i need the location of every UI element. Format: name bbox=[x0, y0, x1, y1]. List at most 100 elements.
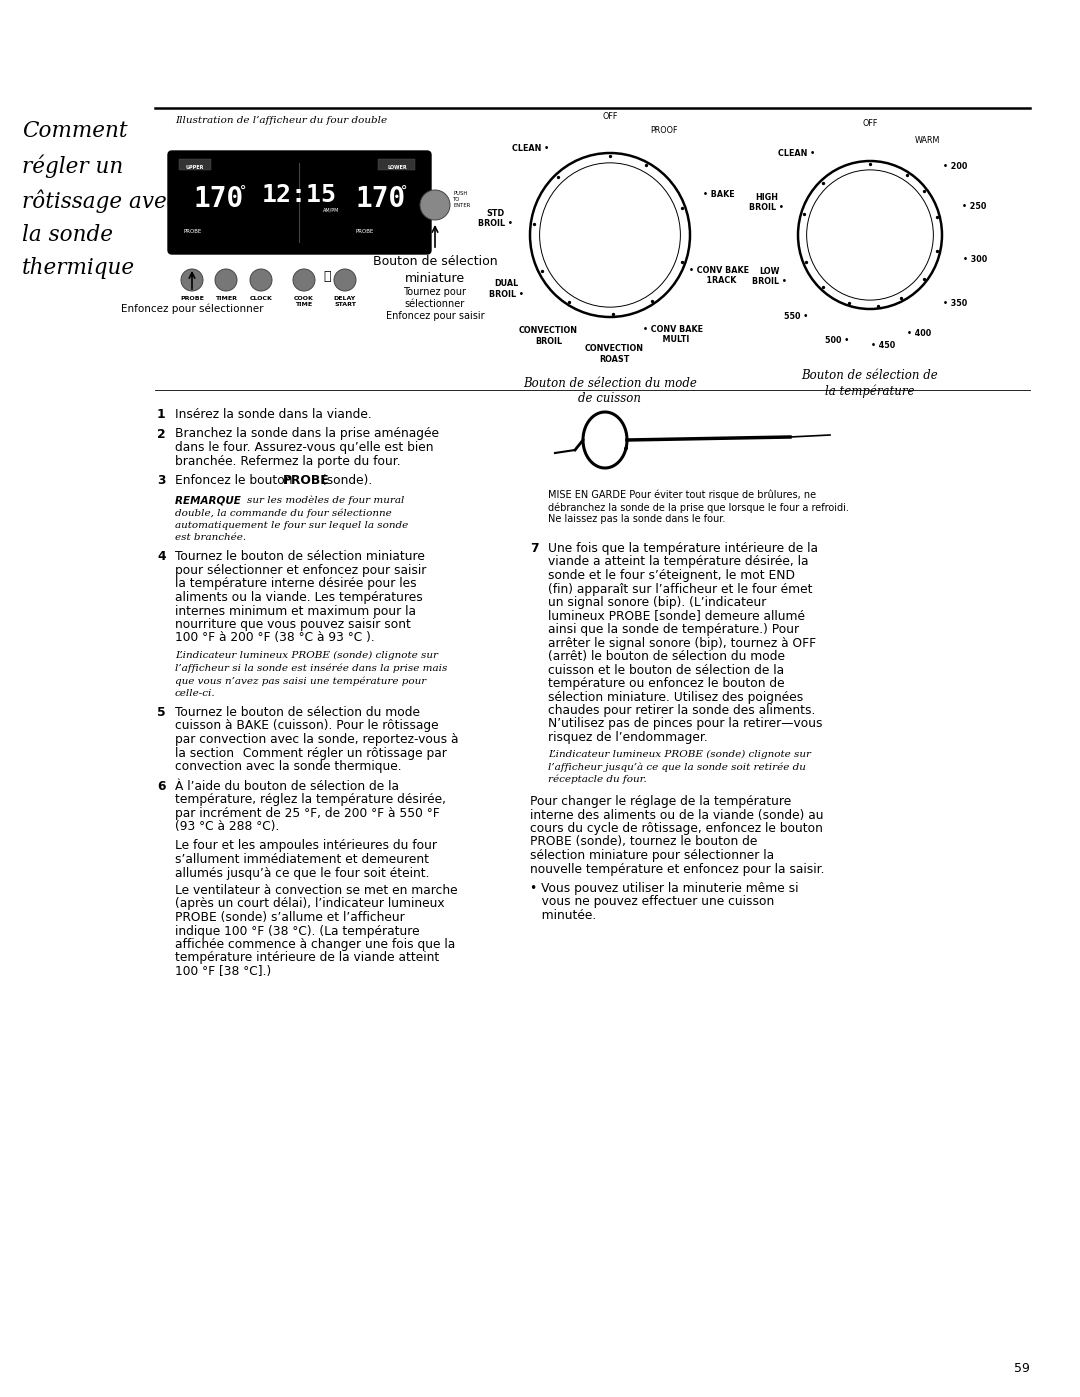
Text: un signal sonore (bip). (L’indicateur: un signal sonore (bip). (L’indicateur bbox=[548, 597, 767, 609]
Text: CLEAN •: CLEAN • bbox=[512, 144, 550, 152]
Text: AM/PM: AM/PM bbox=[323, 207, 339, 212]
Text: STD
BROIL •: STD BROIL • bbox=[477, 208, 513, 228]
Text: s’allument immédiatement et demeurent: s’allument immédiatement et demeurent bbox=[175, 854, 429, 866]
Text: vous ne pouvez effectuer une cuisson: vous ne pouvez effectuer une cuisson bbox=[530, 895, 774, 908]
Text: TIMER: TIMER bbox=[215, 296, 237, 300]
Text: arrêter le signal sonore (bip), tournez à OFF: arrêter le signal sonore (bip), tournez … bbox=[548, 637, 816, 650]
Text: L’indicateur lumineux PROBE (sonde) clignote sur: L’indicateur lumineux PROBE (sonde) clig… bbox=[548, 750, 811, 759]
Text: interne des aliments ou de la viande (sonde) au: interne des aliments ou de la viande (so… bbox=[530, 809, 824, 821]
Text: • 300: • 300 bbox=[963, 256, 987, 264]
Text: PROBE (sonde) s’allume et l’afficheur: PROBE (sonde) s’allume et l’afficheur bbox=[175, 911, 405, 923]
Text: 59: 59 bbox=[1014, 1362, 1030, 1375]
Text: • 250: • 250 bbox=[962, 201, 986, 211]
Text: (après un court délai), l’indicateur lumineux: (après un court délai), l’indicateur lum… bbox=[175, 897, 445, 911]
Text: 3: 3 bbox=[157, 474, 165, 488]
Text: CLOCK: CLOCK bbox=[249, 296, 272, 300]
Text: PROBE: PROBE bbox=[355, 229, 374, 235]
Text: • CONV BAKE
  1RACK: • CONV BAKE 1RACK bbox=[689, 265, 750, 285]
Text: viande a atteint la température désirée, la: viande a atteint la température désirée,… bbox=[548, 556, 809, 569]
Ellipse shape bbox=[530, 154, 690, 317]
Text: PROBE: PROBE bbox=[180, 296, 204, 300]
Text: Le four et les ampoules intérieures du four: Le four et les ampoules intérieures du f… bbox=[175, 840, 437, 852]
Text: par convection avec la sonde, reportez-vous à: par convection avec la sonde, reportez-v… bbox=[175, 733, 459, 746]
Text: réceptacle du four.: réceptacle du four. bbox=[548, 774, 647, 784]
Text: minutée.: minutée. bbox=[530, 909, 596, 922]
Text: Enfoncez pour saisir: Enfoncez pour saisir bbox=[386, 312, 484, 321]
Text: 550 •: 550 • bbox=[784, 312, 809, 321]
Text: 100 °F [38 °C].): 100 °F [38 °C].) bbox=[175, 965, 271, 978]
Text: (93 °C à 288 °C).: (93 °C à 288 °C). bbox=[175, 820, 280, 833]
Text: 5: 5 bbox=[157, 705, 165, 719]
Text: cuisson à BAKE (cuisson). Pour le rôtissage: cuisson à BAKE (cuisson). Pour le rôtiss… bbox=[175, 719, 438, 732]
Text: indique 100 °F (38 °C). (La température: indique 100 °F (38 °C). (La température bbox=[175, 925, 420, 937]
Text: Enfoncez le bouton: Enfoncez le bouton bbox=[175, 474, 296, 488]
Text: Branchez la sonde dans la prise aménagée: Branchez la sonde dans la prise aménagée bbox=[175, 427, 438, 440]
Text: 12:15: 12:15 bbox=[261, 183, 337, 207]
Text: (sonde).: (sonde). bbox=[318, 474, 373, 488]
Text: ainsi que la sonde de température.) Pour: ainsi que la sonde de température.) Pour bbox=[548, 623, 799, 636]
Text: 2: 2 bbox=[157, 427, 165, 440]
Text: lumineux PROBE [sonde] demeure allumé: lumineux PROBE [sonde] demeure allumé bbox=[548, 609, 805, 623]
Text: DUAL
BROIL •: DUAL BROIL • bbox=[489, 279, 524, 299]
Text: internes minimum et maximum pour la: internes minimum et maximum pour la bbox=[175, 605, 416, 617]
Text: L’indicateur lumineux PROBE (sonde) clignote sur: L’indicateur lumineux PROBE (sonde) clig… bbox=[175, 651, 438, 661]
Circle shape bbox=[181, 270, 203, 291]
Text: OFF: OFF bbox=[862, 120, 878, 129]
FancyBboxPatch shape bbox=[168, 151, 431, 254]
Text: • 350: • 350 bbox=[943, 299, 968, 307]
Text: CONVECTION
ROAST: CONVECTION ROAST bbox=[584, 344, 644, 363]
Text: À l’aide du bouton de sélection de la: À l’aide du bouton de sélection de la bbox=[175, 780, 399, 792]
Text: température intérieure de la viande atteint: température intérieure de la viande atte… bbox=[175, 951, 440, 964]
Circle shape bbox=[249, 270, 272, 291]
Text: température ou enfoncez le bouton de: température ou enfoncez le bouton de bbox=[548, 678, 785, 690]
Text: Bouton de sélection de
la température: Bouton de sélection de la température bbox=[801, 369, 939, 398]
Text: COOK
TIME: COOK TIME bbox=[294, 296, 314, 307]
Text: LOWER: LOWER bbox=[388, 165, 407, 170]
Text: chaudes pour retirer la sonde des aliments.: chaudes pour retirer la sonde des alimen… bbox=[548, 704, 815, 717]
Text: PROBE (sonde), tournez le bouton de: PROBE (sonde), tournez le bouton de bbox=[530, 835, 757, 848]
Text: miniature: miniature bbox=[405, 272, 465, 285]
Text: WARM: WARM bbox=[915, 137, 940, 145]
Text: sélection miniature pour sélectionner la: sélection miniature pour sélectionner la bbox=[530, 849, 774, 862]
Text: OFF: OFF bbox=[603, 112, 618, 120]
Text: la température interne désirée pour les: la température interne désirée pour les bbox=[175, 577, 417, 591]
Text: double, la commande du four sélectionne: double, la commande du four sélectionne bbox=[175, 509, 392, 517]
Text: sélectionner: sélectionner bbox=[405, 299, 465, 309]
Text: PROBE: PROBE bbox=[283, 474, 329, 488]
Text: allumés jusqu’à ce que le four soit éteint.: allumés jusqu’à ce que le four soit étei… bbox=[175, 866, 430, 880]
Text: HIGH
BROIL •: HIGH BROIL • bbox=[750, 193, 784, 212]
Text: 6: 6 bbox=[157, 780, 165, 792]
Text: DELAY
START: DELAY START bbox=[334, 296, 356, 307]
Text: convection avec la sonde thermique.: convection avec la sonde thermique. bbox=[175, 760, 402, 773]
Text: (arrêt) le bouton de sélection du mode: (arrêt) le bouton de sélection du mode bbox=[548, 650, 785, 664]
Text: branchée. Refermez la porte du four.: branchée. Refermez la porte du four. bbox=[175, 454, 401, 468]
Text: sonde et le four s’éteignent, le mot END: sonde et le four s’éteignent, le mot END bbox=[548, 569, 795, 583]
Text: ⚿: ⚿ bbox=[323, 271, 330, 284]
Text: 500 •: 500 • bbox=[824, 337, 849, 345]
Text: • 450: • 450 bbox=[872, 341, 895, 349]
Text: Pour changer le réglage de la température: Pour changer le réglage de la températur… bbox=[530, 795, 792, 807]
Text: REMARQUE: REMARQUE bbox=[175, 496, 244, 506]
Text: • 200: • 200 bbox=[943, 162, 968, 172]
Text: 7: 7 bbox=[530, 542, 539, 555]
Text: CONVECTION
BROIL: CONVECTION BROIL bbox=[519, 326, 578, 345]
Text: • BAKE: • BAKE bbox=[703, 190, 734, 198]
Text: UPPER: UPPER bbox=[186, 165, 204, 170]
Circle shape bbox=[334, 270, 356, 291]
Text: • Vous pouvez utiliser la minuterie même si: • Vous pouvez utiliser la minuterie même… bbox=[530, 882, 798, 895]
Text: est branchée.: est branchée. bbox=[175, 534, 246, 542]
Text: MISE EN GARDE Pour éviter tout risque de brûlures, ne
débranchez la sonde de la : MISE EN GARDE Pour éviter tout risque de… bbox=[548, 490, 849, 524]
Text: • CONV BAKE
  MULTI: • CONV BAKE MULTI bbox=[644, 326, 703, 345]
Text: 170: 170 bbox=[194, 184, 244, 212]
Circle shape bbox=[293, 270, 315, 291]
Text: cours du cycle de rôtissage, enfoncez le bouton: cours du cycle de rôtissage, enfoncez le… bbox=[530, 821, 823, 835]
Text: affichée commence à changer une fois que la: affichée commence à changer une fois que… bbox=[175, 937, 456, 951]
Text: dans le four. Assurez-vous qu’elle est bien: dans le four. Assurez-vous qu’elle est b… bbox=[175, 441, 433, 454]
Text: (fin) apparaît sur l’afficheur et le four émet: (fin) apparaît sur l’afficheur et le fou… bbox=[548, 583, 812, 595]
Text: 1: 1 bbox=[157, 408, 165, 420]
Text: Tournez le bouton de sélection miniature: Tournez le bouton de sélection miniature bbox=[175, 550, 424, 563]
Text: CLEAN •: CLEAN • bbox=[778, 149, 815, 158]
Text: Enfoncez pour sélectionner: Enfoncez pour sélectionner bbox=[121, 305, 264, 314]
Ellipse shape bbox=[540, 163, 680, 307]
Text: Insérez la sonde dans la viande.: Insérez la sonde dans la viande. bbox=[175, 408, 372, 420]
